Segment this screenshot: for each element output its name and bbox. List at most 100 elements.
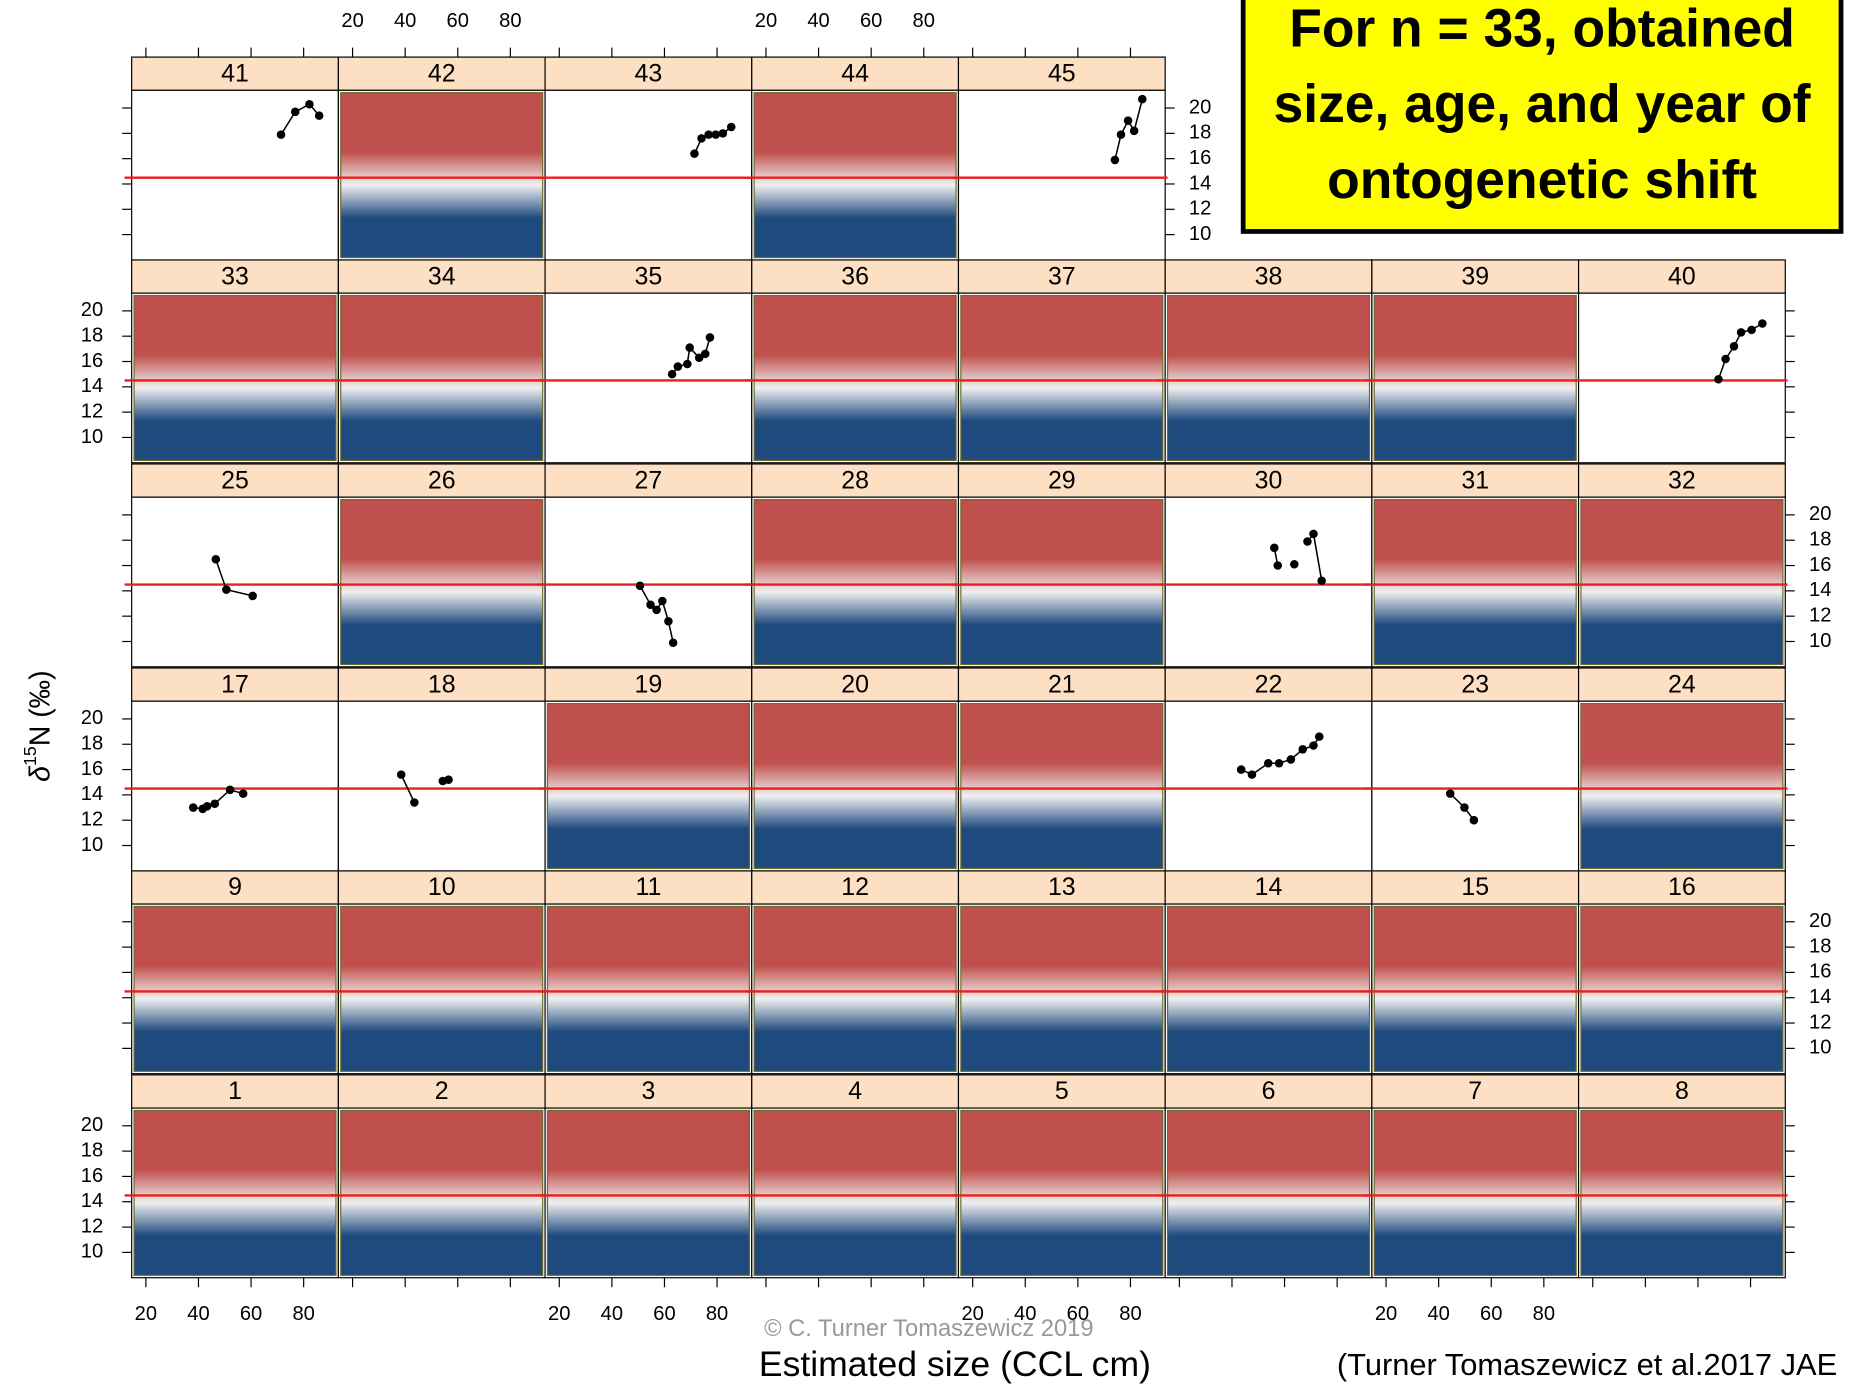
strip-label: 25 xyxy=(221,466,249,494)
data-point xyxy=(690,149,699,158)
shading xyxy=(960,905,1164,1072)
y-tick-label: 12 xyxy=(1809,605,1831,627)
y-tick-label: 20 xyxy=(81,707,103,729)
strip xyxy=(131,56,339,91)
shading xyxy=(960,702,1164,870)
shading xyxy=(340,1109,544,1276)
data-point xyxy=(1274,758,1284,768)
strip-label: 23 xyxy=(1461,670,1489,698)
x-tick-label: 20 xyxy=(548,1303,570,1325)
shading xyxy=(1166,1109,1371,1276)
strip xyxy=(131,259,339,294)
x-tick-label: 40 xyxy=(394,10,416,32)
data-point xyxy=(1721,354,1730,364)
y-tick-label: 20 xyxy=(1809,503,1831,525)
panel xyxy=(131,700,339,872)
data-point xyxy=(705,333,715,342)
y-tick-label: 20 xyxy=(1189,96,1211,118)
strip-label: 45 xyxy=(1048,59,1076,87)
shading xyxy=(960,1109,1164,1276)
data-point xyxy=(1309,741,1318,750)
shading xyxy=(960,294,1164,461)
strip-label: 24 xyxy=(1668,670,1696,698)
strip-label: 14 xyxy=(1255,873,1283,901)
data-point xyxy=(1714,374,1723,384)
strip-label: 34 xyxy=(428,262,456,290)
annotation: size, age, and year of xyxy=(1274,75,1811,134)
panel xyxy=(131,89,339,261)
shading xyxy=(960,498,1164,666)
data-point xyxy=(1129,126,1139,136)
y-tick-label: 10 xyxy=(81,1241,103,1263)
y-tick-label: 18 xyxy=(1809,935,1831,957)
y-axis-label: δ15N (‰) xyxy=(20,670,56,781)
strip-label: 30 xyxy=(1255,466,1283,494)
y-label-part: N (‰) xyxy=(24,670,56,746)
y-tick-label: 16 xyxy=(81,350,103,372)
x-tick-label: 80 xyxy=(292,1303,314,1325)
data-point xyxy=(1317,576,1326,585)
shading xyxy=(546,1109,750,1276)
strip xyxy=(544,870,753,905)
x-tick-label: 40 xyxy=(807,10,829,32)
strip-label: 6 xyxy=(1262,1077,1276,1105)
data-point xyxy=(1315,732,1324,741)
shading xyxy=(753,702,957,870)
strip-label: 4 xyxy=(848,1077,862,1105)
shading xyxy=(133,1109,337,1276)
y-tick-label: 14 xyxy=(81,783,103,805)
data-point xyxy=(673,362,683,371)
y-tick-label: 18 xyxy=(81,325,103,347)
data-point xyxy=(635,581,645,591)
data-point xyxy=(396,770,406,779)
data-point xyxy=(1247,770,1257,779)
strip-label: 16 xyxy=(1668,873,1696,901)
strip-label: 38 xyxy=(1255,262,1283,290)
strip-label: 17 xyxy=(221,670,249,698)
strip-label: 12 xyxy=(841,873,869,901)
data-point xyxy=(1138,94,1147,104)
shading xyxy=(1580,498,1784,666)
strip xyxy=(751,56,960,91)
panel xyxy=(1577,292,1786,464)
x-tick-label: 60 xyxy=(447,10,469,32)
x-tick-label: 60 xyxy=(240,1303,262,1325)
data-point xyxy=(668,638,678,648)
data-point xyxy=(290,107,300,117)
shading xyxy=(1166,294,1371,461)
strip-label: 35 xyxy=(635,262,663,290)
strip-label: 27 xyxy=(635,466,663,494)
y-tick-label: 10 xyxy=(1189,223,1211,245)
strip-label: 36 xyxy=(841,262,869,290)
panel xyxy=(1371,700,1580,872)
strip-label: 37 xyxy=(1048,262,1076,290)
data-point xyxy=(1758,319,1767,328)
data-point xyxy=(444,775,453,784)
strip-label: 41 xyxy=(221,59,249,87)
data-point xyxy=(1270,543,1279,553)
y-tick-label: 14 xyxy=(1809,986,1831,1008)
annotation-box xyxy=(1240,0,1844,234)
strip xyxy=(1164,667,1373,702)
annotation: ontogenetic shift xyxy=(1327,151,1757,210)
shading xyxy=(340,294,544,461)
strip-label: 42 xyxy=(428,59,456,87)
credit: © C. Turner Tomaszewicz 2019 xyxy=(764,1316,1093,1342)
strip-label: 11 xyxy=(635,873,661,901)
data-point xyxy=(1309,529,1318,539)
data-point xyxy=(697,134,706,143)
data-point xyxy=(210,799,220,809)
data-point xyxy=(248,591,257,601)
x-axis-label: Estimated size (CCL cm) xyxy=(759,1344,1151,1384)
y-tick-label: 20 xyxy=(81,1114,103,1136)
x-tick-label: 40 xyxy=(601,1303,623,1325)
x-tick-label: 80 xyxy=(1119,1303,1141,1325)
strip xyxy=(544,667,753,702)
shading xyxy=(1580,1109,1784,1276)
data-point xyxy=(202,802,212,811)
data-point xyxy=(314,111,324,120)
strip xyxy=(337,463,546,498)
y-tick-label: 16 xyxy=(81,758,103,780)
shading xyxy=(1373,905,1577,1072)
panel xyxy=(337,700,546,872)
